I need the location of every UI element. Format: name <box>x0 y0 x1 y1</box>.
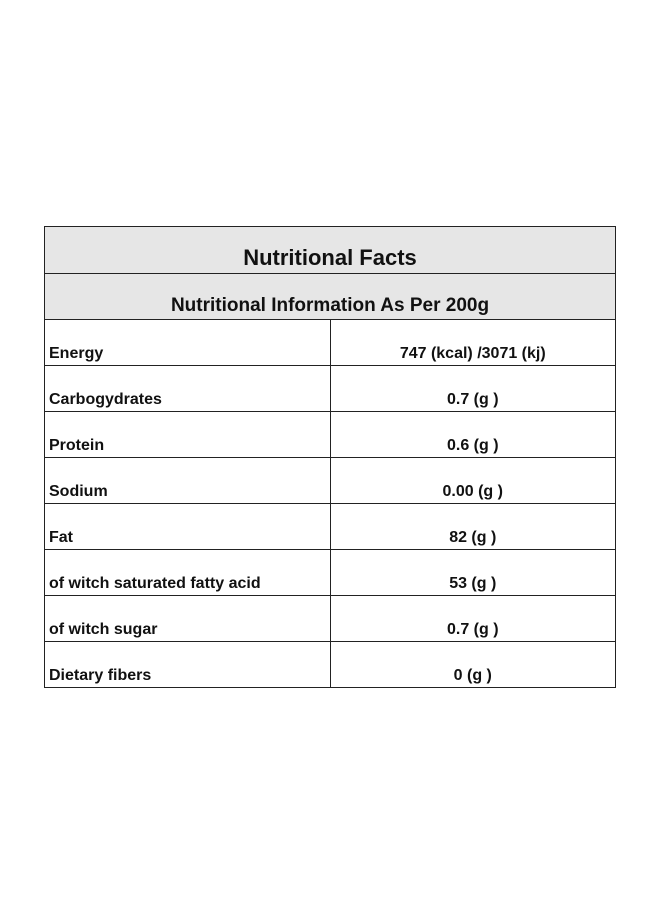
nutrition-facts-table: Nutritional Facts Nutritional Informatio… <box>44 226 616 688</box>
table-row: of witch sugar 0.7 (g ) <box>44 595 616 642</box>
nutrient-name: Sodium <box>44 457 331 504</box>
nutrient-value: 0.6 (g ) <box>329 411 616 458</box>
table-row: Carbogydrates 0.7 (g ) <box>44 365 616 412</box>
nutrient-value: 82 (g ) <box>329 503 616 550</box>
table-row: Sodium 0.00 (g ) <box>44 457 616 504</box>
nutrient-value: 0.00 (g ) <box>329 457 616 504</box>
table-row: of witch saturated fatty acid 53 (g ) <box>44 549 616 596</box>
table-title: Nutritional Facts <box>44 226 616 274</box>
nutrient-value: 0.7 (g ) <box>329 595 616 642</box>
nutrient-name: Fat <box>44 503 331 550</box>
table-subtitle: Nutritional Information As Per 200g <box>44 273 616 320</box>
table-row: Fat 82 (g ) <box>44 503 616 550</box>
nutrient-value: 0.7 (g ) <box>329 365 616 412</box>
nutrient-name: Protein <box>44 411 331 458</box>
title-row: Nutritional Facts <box>44 226 616 274</box>
subtitle-row: Nutritional Information As Per 200g <box>44 273 616 320</box>
nutrient-name: of witch saturated fatty acid <box>44 549 331 596</box>
nutrient-name: Dietary fibers <box>44 641 331 688</box>
nutrient-value: 53 (g ) <box>329 549 616 596</box>
nutrient-name: of witch sugar <box>44 595 331 642</box>
nutrient-name: Energy <box>44 319 331 366</box>
nutrient-value: 747 (kcal) /3071 (kj) <box>329 319 616 366</box>
table-row: Energy 747 (kcal) /3071 (kj) <box>44 319 616 366</box>
table-row: Dietary fibers 0 (g ) <box>44 641 616 688</box>
nutrient-name: Carbogydrates <box>44 365 331 412</box>
table-row: Protein 0.6 (g ) <box>44 411 616 458</box>
nutrient-value: 0 (g ) <box>329 641 616 688</box>
